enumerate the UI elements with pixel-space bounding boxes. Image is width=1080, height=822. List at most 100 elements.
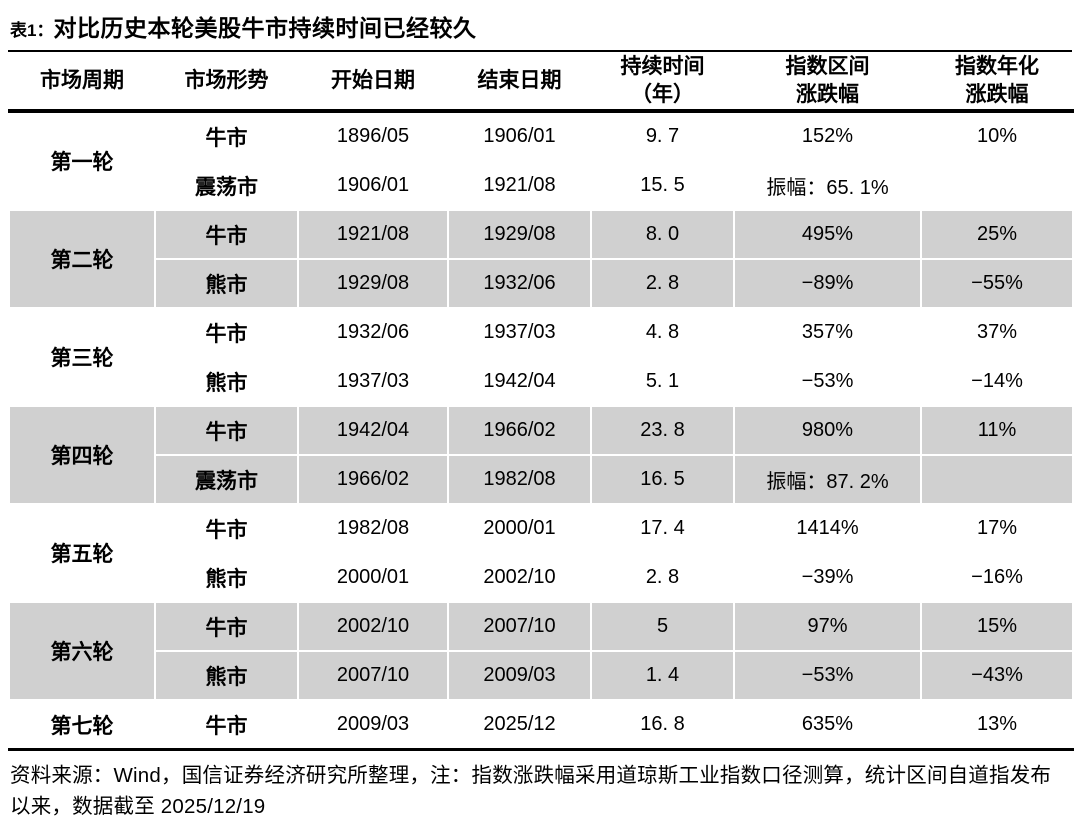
range-change-cell: 495% <box>733 209 922 260</box>
duration-cell: 5. 1 <box>590 356 735 407</box>
range-change-cell: −39% <box>733 552 922 603</box>
duration-cell: 16. 5 <box>590 454 735 505</box>
range-change-cell: 97% <box>733 601 922 652</box>
phase-cell: 牛市 <box>154 307 299 358</box>
cycle-cell: 第一轮 <box>8 110 156 211</box>
annual-change-cell: 13% <box>920 699 1074 751</box>
table-row: 第六轮 牛市 2002/10 2007/10 5 97% 15% <box>8 601 1074 701</box>
duration-cell: 9. 7 <box>590 110 735 162</box>
end-date-cell: 1937/03 <box>447 307 592 358</box>
end-date-cell: 2000/01 <box>447 503 592 554</box>
phase-cell: 牛市 <box>154 405 299 456</box>
range-change-cell: −53% <box>733 650 922 701</box>
start-date-cell: 1966/02 <box>297 454 449 505</box>
annual-change-cell: 25% <box>920 209 1074 260</box>
annual-change-cell: 37% <box>920 307 1074 358</box>
table-row: 熊市 1937/03 1942/04 5. 1 −53% −14% <box>9 356 1074 407</box>
end-date-cell: 1929/08 <box>447 209 592 260</box>
start-date-cell: 2009/03 <box>297 699 449 751</box>
annual-change-cell: 10% <box>920 110 1074 162</box>
column-header-1: 市场形势 <box>184 68 269 92</box>
duration-cell: 16. 8 <box>590 699 735 751</box>
annual-change-cell: −16% <box>920 552 1074 603</box>
phase-cell: 震荡市 <box>154 160 299 211</box>
start-date-cell: 1942/04 <box>297 405 449 456</box>
phase-cell: 熊市 <box>154 552 299 603</box>
range-change-cell: 振幅：65. 1% <box>733 160 922 211</box>
phase-cell: 牛市 <box>154 209 299 260</box>
annual-change-cell <box>920 454 1074 505</box>
end-date-cell: 1982/08 <box>447 454 592 505</box>
end-date-cell: 1966/02 <box>447 405 592 456</box>
duration-cell: 23. 8 <box>590 405 735 456</box>
start-date-cell: 2007/10 <box>297 650 449 701</box>
range-change-cell: −89% <box>733 258 922 309</box>
phase-cell: 熊市 <box>154 356 299 407</box>
range-change-cell: 357% <box>733 307 922 358</box>
table-title-text: 对比历史本轮美股牛市持续时间已经较久 <box>53 15 477 41</box>
range-change-cell: 振幅：87. 2% <box>733 454 922 505</box>
cycle-cell: 第四轮 <box>8 405 156 505</box>
start-date-cell: 1896/05 <box>297 110 449 162</box>
table-title: 表1：对比历史本轮美股牛市持续时间已经较久 <box>8 2 1072 52</box>
duration-cell: 2. 8 <box>590 258 735 309</box>
table-row: 第七轮 牛市 2009/03 2025/12 16. 8 635% 13% <box>8 699 1074 751</box>
column-header-2: 开始日期 <box>331 68 415 92</box>
end-date-cell: 2007/10 <box>447 601 592 652</box>
column-header-4: 持续时间 （年） <box>620 55 705 106</box>
cycle-cell: 第二轮 <box>8 209 156 309</box>
phase-cell: 熊市 <box>154 258 299 309</box>
duration-cell: 4. 8 <box>590 307 735 358</box>
range-change-cell: 152% <box>733 110 922 162</box>
range-change-cell: −53% <box>733 356 922 407</box>
table-row: 熊市 2000/01 2002/10 2. 8 −39% −16% <box>9 552 1074 603</box>
table-header-row: 市场周期 市场形势 开始日期 结束日期 持续时间 （年） 指数区间 涨跌幅 指数年化 涨跌幅 <box>9 52 1073 111</box>
table-number-label: 表1： <box>10 21 54 40</box>
duration-cell: 2. 8 <box>590 552 735 603</box>
range-change-cell: 1414% <box>733 503 922 554</box>
end-date-cell: 1942/04 <box>447 356 592 407</box>
duration-cell: 1. 4 <box>590 650 735 701</box>
start-date-cell: 2002/10 <box>297 601 449 652</box>
phase-cell: 熊市 <box>154 650 299 701</box>
table-row: 震荡市 1906/01 1921/08 15. 5 振幅：65. 1% <box>9 160 1074 211</box>
cycle-cell: 第三轮 <box>8 307 156 407</box>
table-row: 第一轮 牛市 1896/05 1906/01 9. 7 152% 10% <box>8 110 1074 211</box>
bull-market-history-table: 市场周期 市场形势 开始日期 结束日期 持续时间 （年） 指数区间 涨跌幅 指数年化 涨跌幅… <box>8 52 1074 751</box>
phase-cell: 牛市 <box>154 699 299 751</box>
source-note: 资料来源：Wind，国信证券经济研究所整理，注：指数涨跌幅采用道琼斯工业指数口径… <box>10 764 1052 818</box>
column-header-6: 指数年化 涨跌幅 <box>955 55 1039 106</box>
cycle-cell: 第六轮 <box>8 601 156 701</box>
start-date-cell: 1982/08 <box>297 503 449 554</box>
end-date-cell: 2025/12 <box>447 699 592 751</box>
start-date-cell: 1921/08 <box>297 209 449 260</box>
end-date-cell: 2009/03 <box>447 650 592 701</box>
duration-cell: 17. 4 <box>590 503 735 554</box>
column-header-5: 指数区间 涨跌幅 <box>785 55 870 106</box>
duration-cell: 15. 5 <box>590 160 735 211</box>
annual-change-cell: −43% <box>920 650 1074 701</box>
phase-cell: 牛市 <box>154 503 299 554</box>
range-change-cell: 635% <box>733 699 922 751</box>
phase-cell: 牛市 <box>154 110 299 162</box>
table-row: 第五轮 牛市 1982/08 2000/01 17. 4 1414% 17% <box>8 503 1074 603</box>
column-header-0: 市场周期 <box>40 68 124 92</box>
start-date-cell: 1937/03 <box>297 356 449 407</box>
header-row: 市场周期 市场形势 开始日期 结束日期 持续时间 （年） 指数区间 涨跌幅 指数年化 涨跌幅 <box>9 52 1073 111</box>
table-row: 震荡市 1966/02 1982/08 16. 5 振幅：87. 2% <box>9 454 1074 505</box>
cycle-cell: 第五轮 <box>8 503 156 603</box>
end-date-cell: 2002/10 <box>447 552 592 603</box>
annual-change-cell <box>920 160 1074 211</box>
table-row: 第二轮 牛市 1921/08 1929/08 8. 0 495% 25% <box>8 209 1074 309</box>
column-header-3: 结束日期 <box>477 68 562 92</box>
cycle-cell: 第七轮 <box>8 699 156 751</box>
start-date-cell: 1929/08 <box>297 258 449 309</box>
duration-cell: 8. 0 <box>590 209 735 260</box>
phase-cell: 震荡市 <box>154 454 299 505</box>
table-body: 第一轮 牛市 1896/05 1906/01 9. 7 152% 10% 震荡市 1906/01… <box>8 110 1074 751</box>
annual-change-cell: 11% <box>920 405 1074 456</box>
table-row: 第四轮 牛市 1942/04 1966/02 23. 8 980% 11% <box>8 405 1074 505</box>
end-date-cell: 1906/01 <box>447 110 592 162</box>
range-change-cell: 980% <box>733 405 922 456</box>
